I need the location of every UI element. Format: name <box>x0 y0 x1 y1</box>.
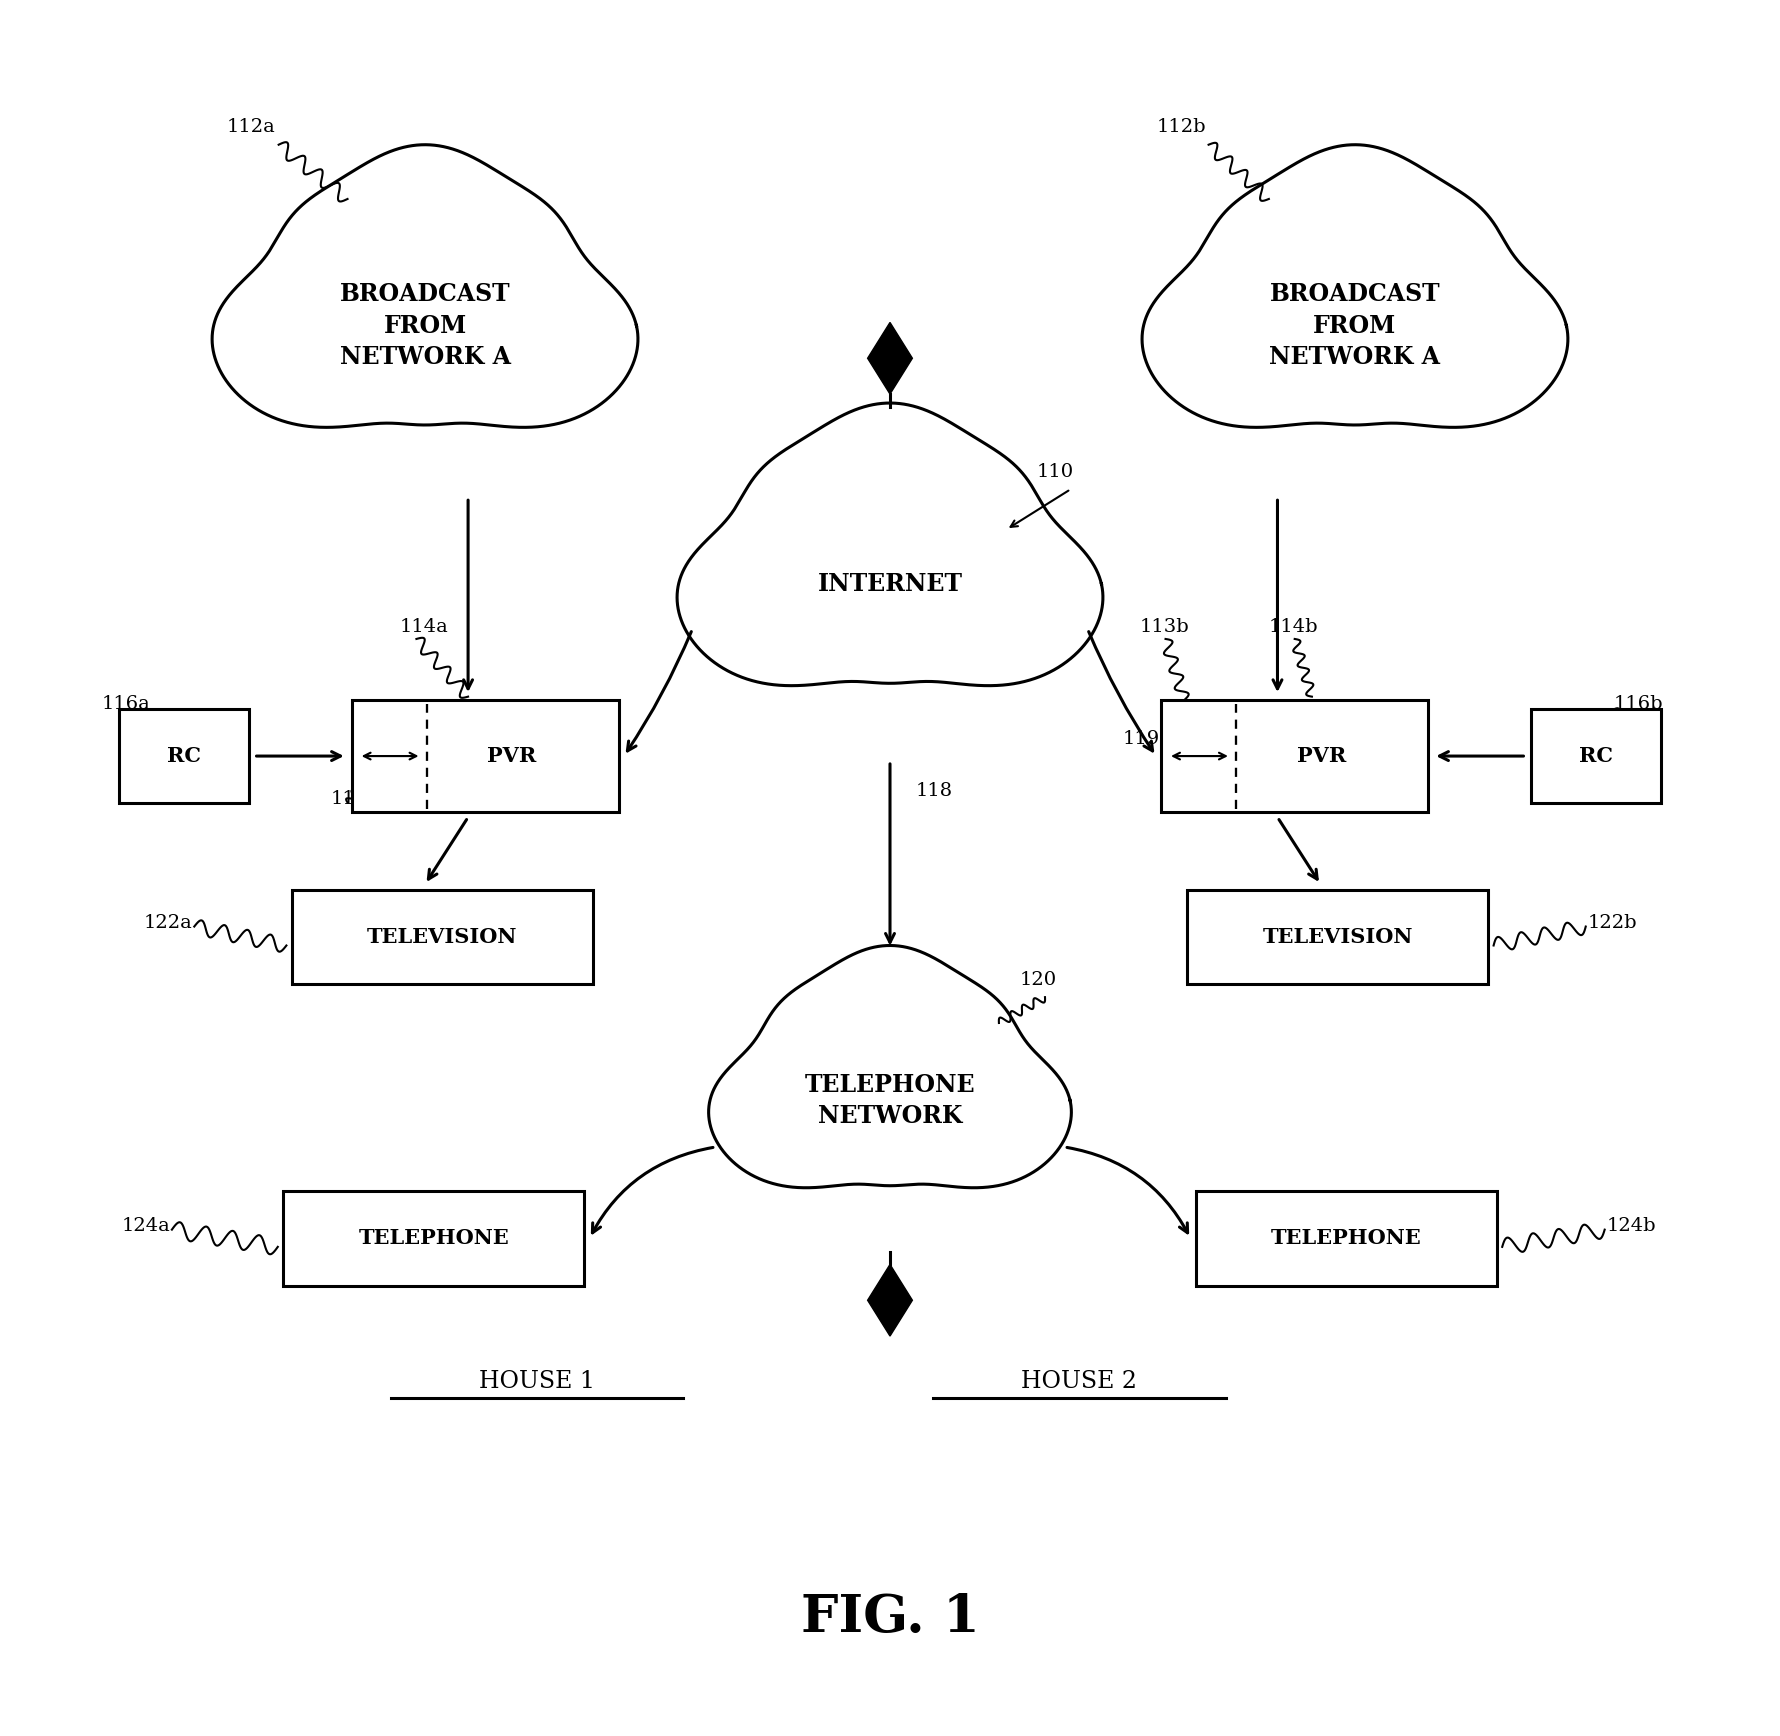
Text: TELEPHONE: TELEPHONE <box>1271 1229 1422 1248</box>
Text: PVR: PVR <box>1298 746 1346 766</box>
Text: 112a: 112a <box>228 118 276 135</box>
Text: TELEVISION: TELEVISION <box>1262 927 1413 946</box>
Text: RC: RC <box>167 746 201 766</box>
Text: 124b: 124b <box>1606 1217 1655 1236</box>
Polygon shape <box>1143 144 1568 427</box>
Text: 124a: 124a <box>121 1217 171 1236</box>
Text: INTERNET: INTERNET <box>817 571 963 595</box>
Text: BROADCAST
FROM
NETWORK A: BROADCAST FROM NETWORK A <box>1269 281 1440 370</box>
Text: HOUSE 1: HOUSE 1 <box>479 1370 595 1394</box>
FancyBboxPatch shape <box>283 1191 584 1286</box>
Text: 122b: 122b <box>1588 915 1638 932</box>
Text: 114b: 114b <box>1269 618 1319 635</box>
Text: TELEPHONE: TELEPHONE <box>358 1229 509 1248</box>
Text: 116a: 116a <box>101 696 150 713</box>
FancyBboxPatch shape <box>352 700 619 812</box>
Text: TELEPHONE
NETWORK: TELEPHONE NETWORK <box>805 1073 975 1128</box>
Polygon shape <box>867 323 913 394</box>
Text: 110: 110 <box>1036 462 1073 481</box>
Polygon shape <box>212 144 637 427</box>
Text: 114a: 114a <box>399 618 449 635</box>
FancyBboxPatch shape <box>1196 1191 1497 1286</box>
Text: FIG. 1: FIG. 1 <box>801 1592 979 1642</box>
Text: 116b: 116b <box>1613 696 1663 713</box>
Text: 113b: 113b <box>1139 618 1189 635</box>
Polygon shape <box>708 946 1072 1187</box>
FancyBboxPatch shape <box>1187 889 1488 984</box>
FancyBboxPatch shape <box>119 708 249 804</box>
Text: HOUSE 2: HOUSE 2 <box>1022 1370 1137 1394</box>
Text: RC: RC <box>1579 746 1613 766</box>
Text: 112b: 112b <box>1157 118 1207 135</box>
Text: 120: 120 <box>1020 970 1056 988</box>
FancyBboxPatch shape <box>1161 700 1428 812</box>
Text: 122a: 122a <box>144 915 192 932</box>
Text: PVR: PVR <box>488 746 536 766</box>
Polygon shape <box>676 403 1104 686</box>
Text: 119: 119 <box>1123 729 1161 748</box>
Text: TELEVISION: TELEVISION <box>367 927 518 946</box>
FancyBboxPatch shape <box>1531 708 1661 804</box>
FancyBboxPatch shape <box>292 889 593 984</box>
Polygon shape <box>867 1264 913 1337</box>
Text: BROADCAST
FROM
NETWORK A: BROADCAST FROM NETWORK A <box>340 281 511 370</box>
Text: 118: 118 <box>917 781 952 800</box>
Text: 113a: 113a <box>331 790 379 807</box>
